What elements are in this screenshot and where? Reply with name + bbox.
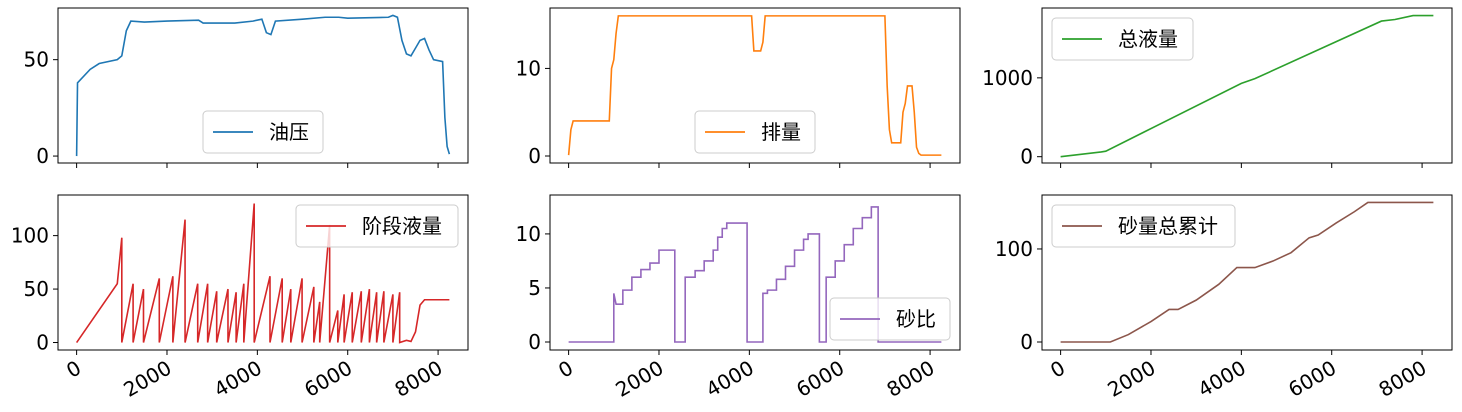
- y-tick-label: 0: [528, 144, 541, 168]
- legend-label: 砂比: [896, 307, 936, 331]
- data-line: [567, 15, 942, 156]
- legend-label: 总液量: [1118, 27, 1178, 51]
- y-tick-label: 50: [24, 48, 49, 72]
- legend: 砂量总累计: [1051, 204, 1236, 248]
- y-tick-label: 100: [11, 224, 49, 248]
- y-tick-label: 10: [516, 222, 541, 246]
- legend-box: [295, 204, 459, 248]
- x-tick-label: 4000: [1194, 356, 1250, 402]
- x-tick-label: 6000: [792, 356, 848, 402]
- y-tick-label: 100: [995, 237, 1033, 261]
- y-tick-label: 10: [516, 56, 541, 80]
- data-line: [75, 203, 450, 344]
- legend: 油压: [202, 110, 324, 154]
- axes-frame: [1041, 7, 1453, 164]
- legend: 总液量: [1051, 17, 1194, 61]
- legend-box: [202, 110, 324, 154]
- x-tick-label: 0: [1046, 356, 1069, 383]
- x-tick-label: 8000: [1375, 356, 1431, 402]
- x-tick-label: 0: [62, 356, 85, 383]
- legend: 砂比: [829, 297, 951, 341]
- y-tick-label: 0: [1020, 330, 1033, 354]
- x-tick-label: 2000: [119, 356, 175, 402]
- axes-frame: [57, 7, 469, 164]
- axes-frame: [549, 194, 961, 351]
- legend-box: [1051, 204, 1236, 248]
- x-tick-label: 0: [554, 356, 577, 383]
- legend-box: [829, 297, 951, 341]
- axes-frame: [57, 194, 469, 351]
- legend-box: [694, 110, 816, 154]
- data-line: [1060, 201, 1434, 343]
- x-tick-label: 4000: [210, 356, 266, 402]
- y-tick-label: 0: [1020, 145, 1033, 169]
- y-tick-label: 50: [24, 277, 49, 301]
- legend-label: 阶段液量: [362, 214, 442, 238]
- data-line: [75, 14, 451, 157]
- x-tick-label: 2000: [611, 356, 667, 402]
- legend: 排量: [694, 110, 816, 154]
- x-tick-label: 4000: [702, 356, 758, 402]
- x-tick-label: 6000: [300, 356, 356, 402]
- x-tick-label: 8000: [391, 356, 447, 402]
- legend-label: 排量: [761, 120, 801, 144]
- legend-box: [1051, 17, 1194, 61]
- data-line: [1060, 14, 1434, 158]
- y-tick-label: 0: [36, 331, 49, 355]
- y-tick-label: 5: [528, 276, 541, 300]
- x-tick-label: 6000: [1284, 356, 1340, 402]
- x-tick-label: 2000: [1103, 356, 1159, 402]
- legend-label: 砂量总累计: [1118, 214, 1218, 238]
- y-tick-label: 0: [36, 144, 49, 168]
- x-tick-label: 8000: [883, 356, 939, 402]
- axes-frame: [1041, 194, 1453, 351]
- legend-label: 油压: [269, 120, 309, 144]
- data-line: [568, 206, 942, 343]
- y-tick-label: 0: [528, 330, 541, 354]
- y-tick-label: 1000: [982, 66, 1033, 90]
- axes-frame: [549, 7, 961, 164]
- legend: 阶段液量: [295, 204, 459, 248]
